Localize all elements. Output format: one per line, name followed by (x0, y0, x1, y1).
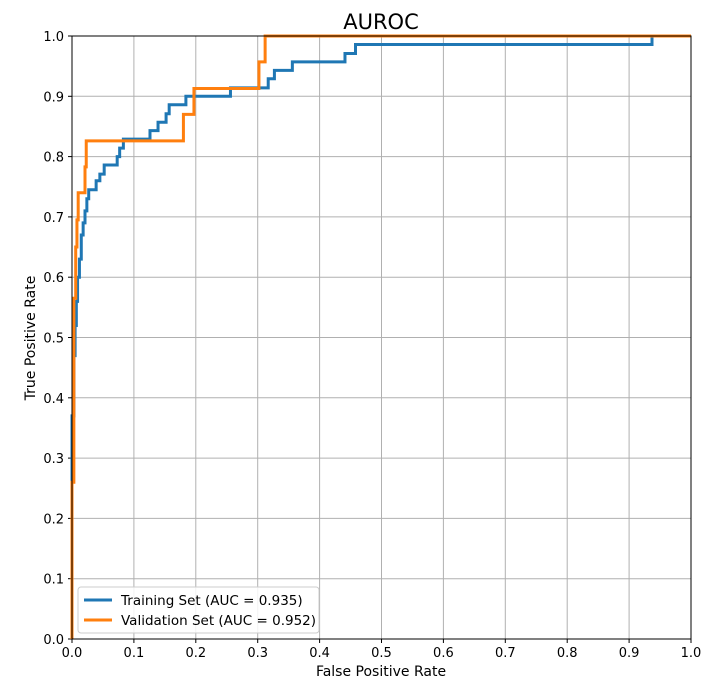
x-axis-label: False Positive Rate (316, 664, 446, 680)
x-tick-label: 0.9 (619, 646, 640, 661)
legend-box (77, 586, 320, 634)
y-tick-label: 0.9 (43, 90, 64, 105)
x-axis-ticks: 0.0 0.1 0.2 0.3 0.4 0.5 0.6 0.7 0.8 0.9 1.0 (62, 639, 702, 661)
x-tick-label: 0.4 (309, 646, 330, 661)
y-tick-label: 0.8 (43, 151, 64, 166)
plot-frame (71, 35, 692, 640)
legend: Training Set (AUC = 0.935) Validation Se… (77, 586, 320, 634)
y-tick-label: 0.6 (43, 271, 64, 286)
y-tick-label: 1.0 (43, 30, 64, 45)
y-tick-label: 0.7 (43, 211, 64, 226)
y-axis-ticks: 0.0 0.1 0.2 0.3 0.4 0.5 0.6 0.7 0.8 0.9 1.0 (43, 30, 72, 648)
x-tick-label: 0.2 (185, 646, 206, 661)
training-set-line (70, 34, 691, 639)
x-tick-label: 0.6 (433, 646, 454, 661)
y-tick-label: 0.2 (43, 512, 64, 527)
grid-lines (71, 35, 692, 640)
x-tick-label: 0.7 (495, 646, 516, 661)
y-tick-label: 0.4 (43, 392, 64, 407)
y-tick-label: 0.5 (43, 332, 64, 347)
x-tick-label: 0.1 (124, 646, 145, 661)
legend-label-validation: Validation Set (AUC = 0.952) (121, 613, 316, 629)
y-tick-label: 0.1 (43, 573, 64, 588)
y-axis-label: True Positive Rate (23, 276, 39, 402)
x-tick-label: 0.3 (247, 646, 268, 661)
y-tick-label: 0.0 (43, 633, 64, 648)
legend-label-training: Training Set (AUC = 0.935) (120, 593, 303, 609)
x-tick-label: 0.0 (62, 646, 83, 661)
x-tick-label: 1.0 (681, 646, 702, 661)
series-lines (70, 34, 691, 639)
validation-set-line (70, 34, 691, 639)
chart-title: AUROC (343, 10, 419, 34)
y-tick-label: 0.3 (43, 452, 64, 467)
x-tick-label: 0.5 (371, 646, 392, 661)
x-tick-label: 0.8 (557, 646, 578, 661)
